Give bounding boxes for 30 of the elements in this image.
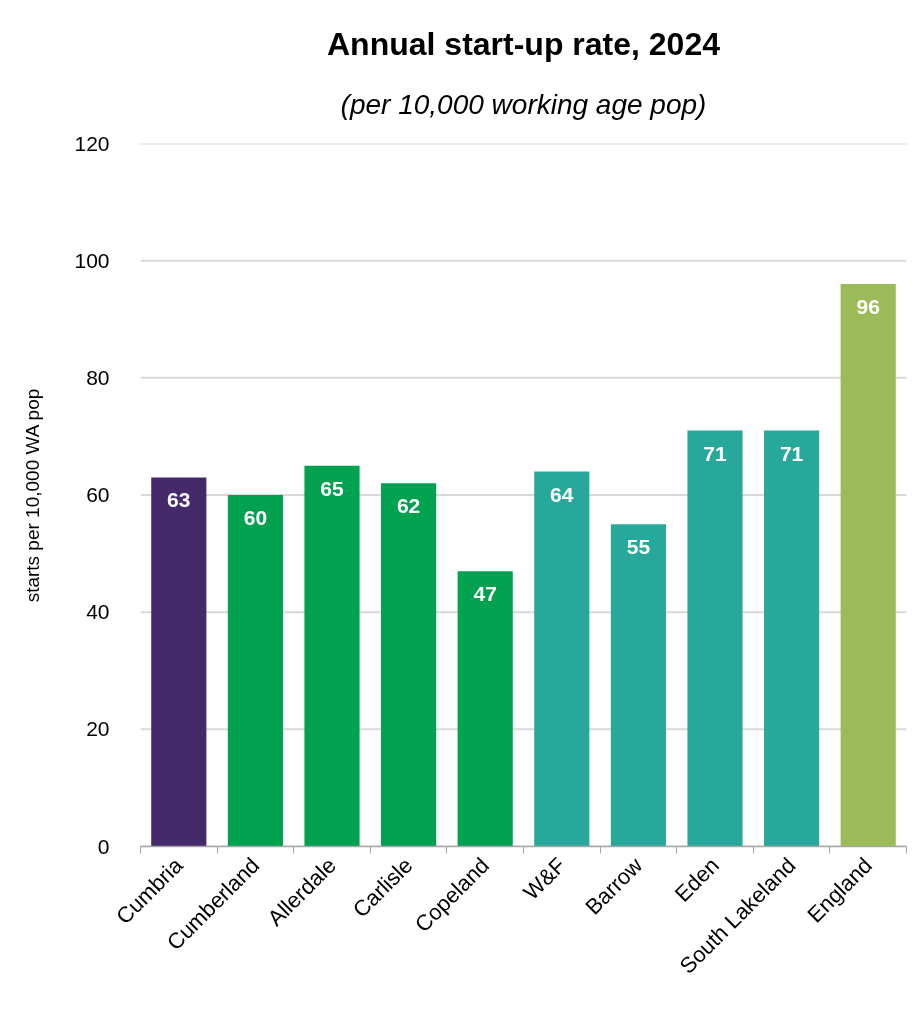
bar <box>304 465 360 847</box>
bar <box>840 284 896 847</box>
data-label: 71 <box>779 441 804 465</box>
bar <box>457 571 513 847</box>
bar <box>610 524 666 847</box>
bar <box>687 430 743 847</box>
data-label: 62 <box>396 494 421 518</box>
y-tick-label: 0 <box>97 834 110 858</box>
bar <box>227 495 283 847</box>
chart-title: Annual start-up rate, 2024 <box>327 25 721 62</box>
data-label: 64 <box>550 482 574 506</box>
y-tick-label: 120 <box>74 131 110 155</box>
bar <box>381 483 437 847</box>
data-label: 60 <box>243 506 268 529</box>
y-tick-label: 20 <box>86 717 110 741</box>
y-tick-label: 40 <box>86 600 110 624</box>
bar <box>151 477 207 847</box>
data-label: 55 <box>626 535 651 559</box>
y-tick-label: 60 <box>86 483 110 506</box>
bar <box>764 430 820 847</box>
data-label: 63 <box>167 488 191 512</box>
y-tick-label: 80 <box>86 365 110 389</box>
y-axis-title: starts per 10,000 WA pop <box>22 388 44 603</box>
bar <box>534 471 590 847</box>
data-label: 47 <box>473 582 497 606</box>
y-tick-label: 100 <box>74 248 110 272</box>
chart-subtitle: (per 10,000 working age pop) <box>340 88 707 120</box>
data-label: 71 <box>703 441 727 465</box>
data-label: 65 <box>320 476 344 500</box>
data-label: 96 <box>856 295 880 319</box>
